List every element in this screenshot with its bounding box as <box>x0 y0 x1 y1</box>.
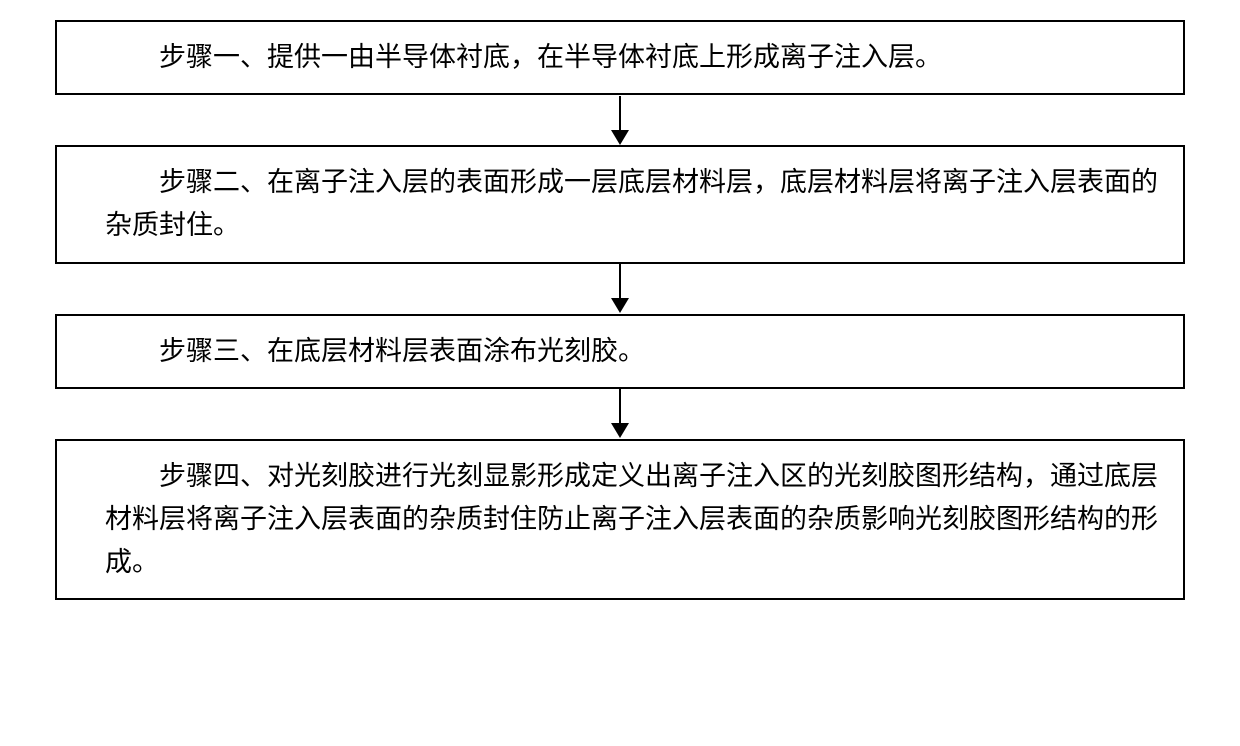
arrow-line-icon <box>619 96 621 130</box>
step-box-1: 步骤一、提供一由半导体衬底，在半导体衬底上形成离子注入层。 <box>55 20 1185 95</box>
arrow-1 <box>611 95 629 145</box>
flowchart-container: 步骤一、提供一由半导体衬底，在半导体衬底上形成离子注入层。 步骤二、在离子注入层… <box>40 20 1200 600</box>
step-box-3: 步骤三、在底层材料层表面涂布光刻胶。 <box>55 314 1185 389</box>
step-box-2: 步骤二、在离子注入层的表面形成一层底层材料层，底层材料层将离子注入层表面的杂质封… <box>55 145 1185 263</box>
step-text-1: 步骤一、提供一由半导体衬底，在半导体衬底上形成离子注入层。 <box>105 36 1165 79</box>
step-text-3: 步骤三、在底层材料层表面涂布光刻胶。 <box>105 330 1165 373</box>
arrow-line-icon <box>619 264 621 298</box>
arrow-line-icon <box>619 389 621 423</box>
step-box-4: 步骤四、对光刻胶进行光刻显影形成定义出离子注入区的光刻胶图形结构，通过底层材料层… <box>55 439 1185 601</box>
arrow-3 <box>611 389 629 439</box>
arrow-head-icon <box>611 298 629 313</box>
step-text-2: 步骤二、在离子注入层的表面形成一层底层材料层，底层材料层将离子注入层表面的杂质封… <box>105 161 1165 247</box>
arrow-head-icon <box>611 130 629 145</box>
step-text-4: 步骤四、对光刻胶进行光刻显影形成定义出离子注入区的光刻胶图形结构，通过底层材料层… <box>105 455 1165 585</box>
arrow-2 <box>611 264 629 314</box>
arrow-head-icon <box>611 423 629 438</box>
